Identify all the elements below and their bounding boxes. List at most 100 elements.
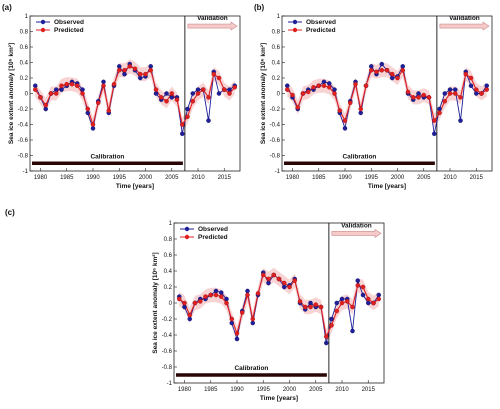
y-tick-label: 0.8 [272, 30, 281, 36]
predicted-point [229, 316, 234, 322]
y-tick-label: -0.2 [162, 317, 173, 323]
observed-point [400, 64, 405, 69]
y-tick-label: -0.8 [18, 154, 29, 160]
predicted-point [176, 296, 182, 302]
predicted-point [306, 89, 311, 95]
predicted-point [313, 302, 318, 307]
predicted-point [452, 91, 458, 96]
observed-point [447, 87, 453, 92]
observed-point [190, 91, 195, 96]
predicted-point [374, 69, 379, 75]
predicted-point [327, 85, 332, 90]
predicted-point [339, 300, 345, 306]
predicted-point [208, 292, 213, 298]
observed-point [484, 83, 489, 89]
y-tick-label: 1 [25, 14, 29, 20]
calibration-label: Calibration [234, 365, 268, 372]
y-tick-label: 0.8 [20, 30, 29, 36]
predicted-point [300, 91, 306, 96]
chart-svg-a: (a) -1 -0.8 -0.6 -0.4 -0.2 0 0.2 0.4 0.6 0.8 1 1980 1… [2, 3, 241, 190]
y-tick-label: 0.2 [20, 76, 29, 82]
observed-point [90, 126, 96, 131]
predicted-point [426, 95, 432, 100]
predicted-point [221, 87, 227, 92]
y-tick-label: 0.2 [272, 76, 281, 82]
predicted-point [203, 294, 208, 299]
observed-point [458, 118, 463, 123]
predicted-point [197, 299, 203, 304]
predicted-point [355, 283, 360, 288]
validation-label: Validation [341, 222, 372, 229]
observed-point [250, 320, 255, 326]
y-axis-title: Sea ice extent anomaly [10⁶ km²] [152, 252, 159, 353]
predicted-point [48, 91, 54, 96]
y-tick-label: 0.6 [272, 45, 281, 51]
x-tick-label: 1995 [257, 387, 271, 393]
predicted-point [59, 83, 64, 89]
predicted-point [376, 296, 381, 302]
predicted-point [117, 68, 122, 73]
observed-point [195, 87, 201, 92]
observed-point [187, 316, 192, 322]
observed-point [329, 316, 334, 322]
legend-marker-observed [184, 226, 190, 232]
predicted-point [447, 91, 453, 96]
legend-marker-observed [292, 19, 298, 25]
x-tick-label: 2005 [165, 175, 179, 181]
observed-point [85, 110, 91, 116]
predicted-point [316, 83, 322, 89]
predicted-point [334, 308, 339, 314]
predicted-point [302, 304, 308, 310]
predicted-point [234, 331, 240, 336]
predicted-point [271, 272, 276, 278]
predicted-point [348, 100, 353, 106]
x-tick-label: 1985 [60, 175, 74, 181]
observed-point [101, 79, 106, 85]
predicted-point [371, 300, 376, 306]
observed-point [117, 64, 122, 69]
observed-point [437, 106, 442, 112]
x-axis-title: Time [years] [260, 395, 298, 402]
observed-point [339, 296, 345, 302]
legend-label-predicted: Predicted [198, 234, 228, 241]
predicted-point [169, 91, 174, 96]
x-tick-label: 1990 [338, 175, 352, 181]
chart-panel-a: (a) -1 -0.8 -0.6 -0.4 -0.2 0 0.2 0.4 0.6 0.8 1 1980 1… [0, 0, 250, 200]
predicted-point [323, 334, 329, 339]
observed-point [206, 118, 211, 123]
x-tick-label: 2005 [309, 387, 323, 393]
predicted-point [164, 99, 169, 104]
predicted-point [185, 114, 190, 120]
chart-svg-b: (b) -1 -0.8 -0.6 -0.4 -0.2 0 0.2 0.4 0.6 0.8 1 1980 1… [254, 3, 493, 190]
predicted-point [363, 83, 369, 89]
validation-arrow [187, 21, 238, 31]
predicted-point [132, 66, 138, 71]
validation-arrow [331, 228, 382, 238]
predicted-point [75, 83, 80, 89]
predicted-point [410, 95, 416, 100]
predicted-point [318, 304, 324, 310]
predicted-point [245, 292, 250, 298]
predicted-point [190, 99, 195, 104]
predicted-point [143, 71, 148, 77]
y-tick-label: 0.6 [164, 253, 173, 259]
x-tick-label: 2000 [139, 175, 153, 181]
y-tick-label: 0 [25, 92, 29, 98]
predicted-point [182, 300, 187, 306]
predicted-point [80, 91, 85, 96]
predicted-point [473, 87, 479, 92]
y-tick-label: 1 [169, 221, 173, 227]
observed-point [358, 110, 364, 116]
predicted-point [174, 97, 180, 102]
predicted-point [395, 75, 400, 81]
observed-point [153, 91, 159, 96]
observed-point [245, 288, 250, 294]
predicted-point [106, 108, 112, 113]
x-tick-label: 1980 [286, 175, 300, 181]
predicted-point [358, 106, 364, 112]
y-tick-label: -0.6 [270, 138, 281, 144]
predicted-point [431, 118, 437, 123]
predicted-point [281, 280, 287, 286]
predicted-point [227, 91, 232, 96]
panel-label: (c) [5, 208, 15, 217]
